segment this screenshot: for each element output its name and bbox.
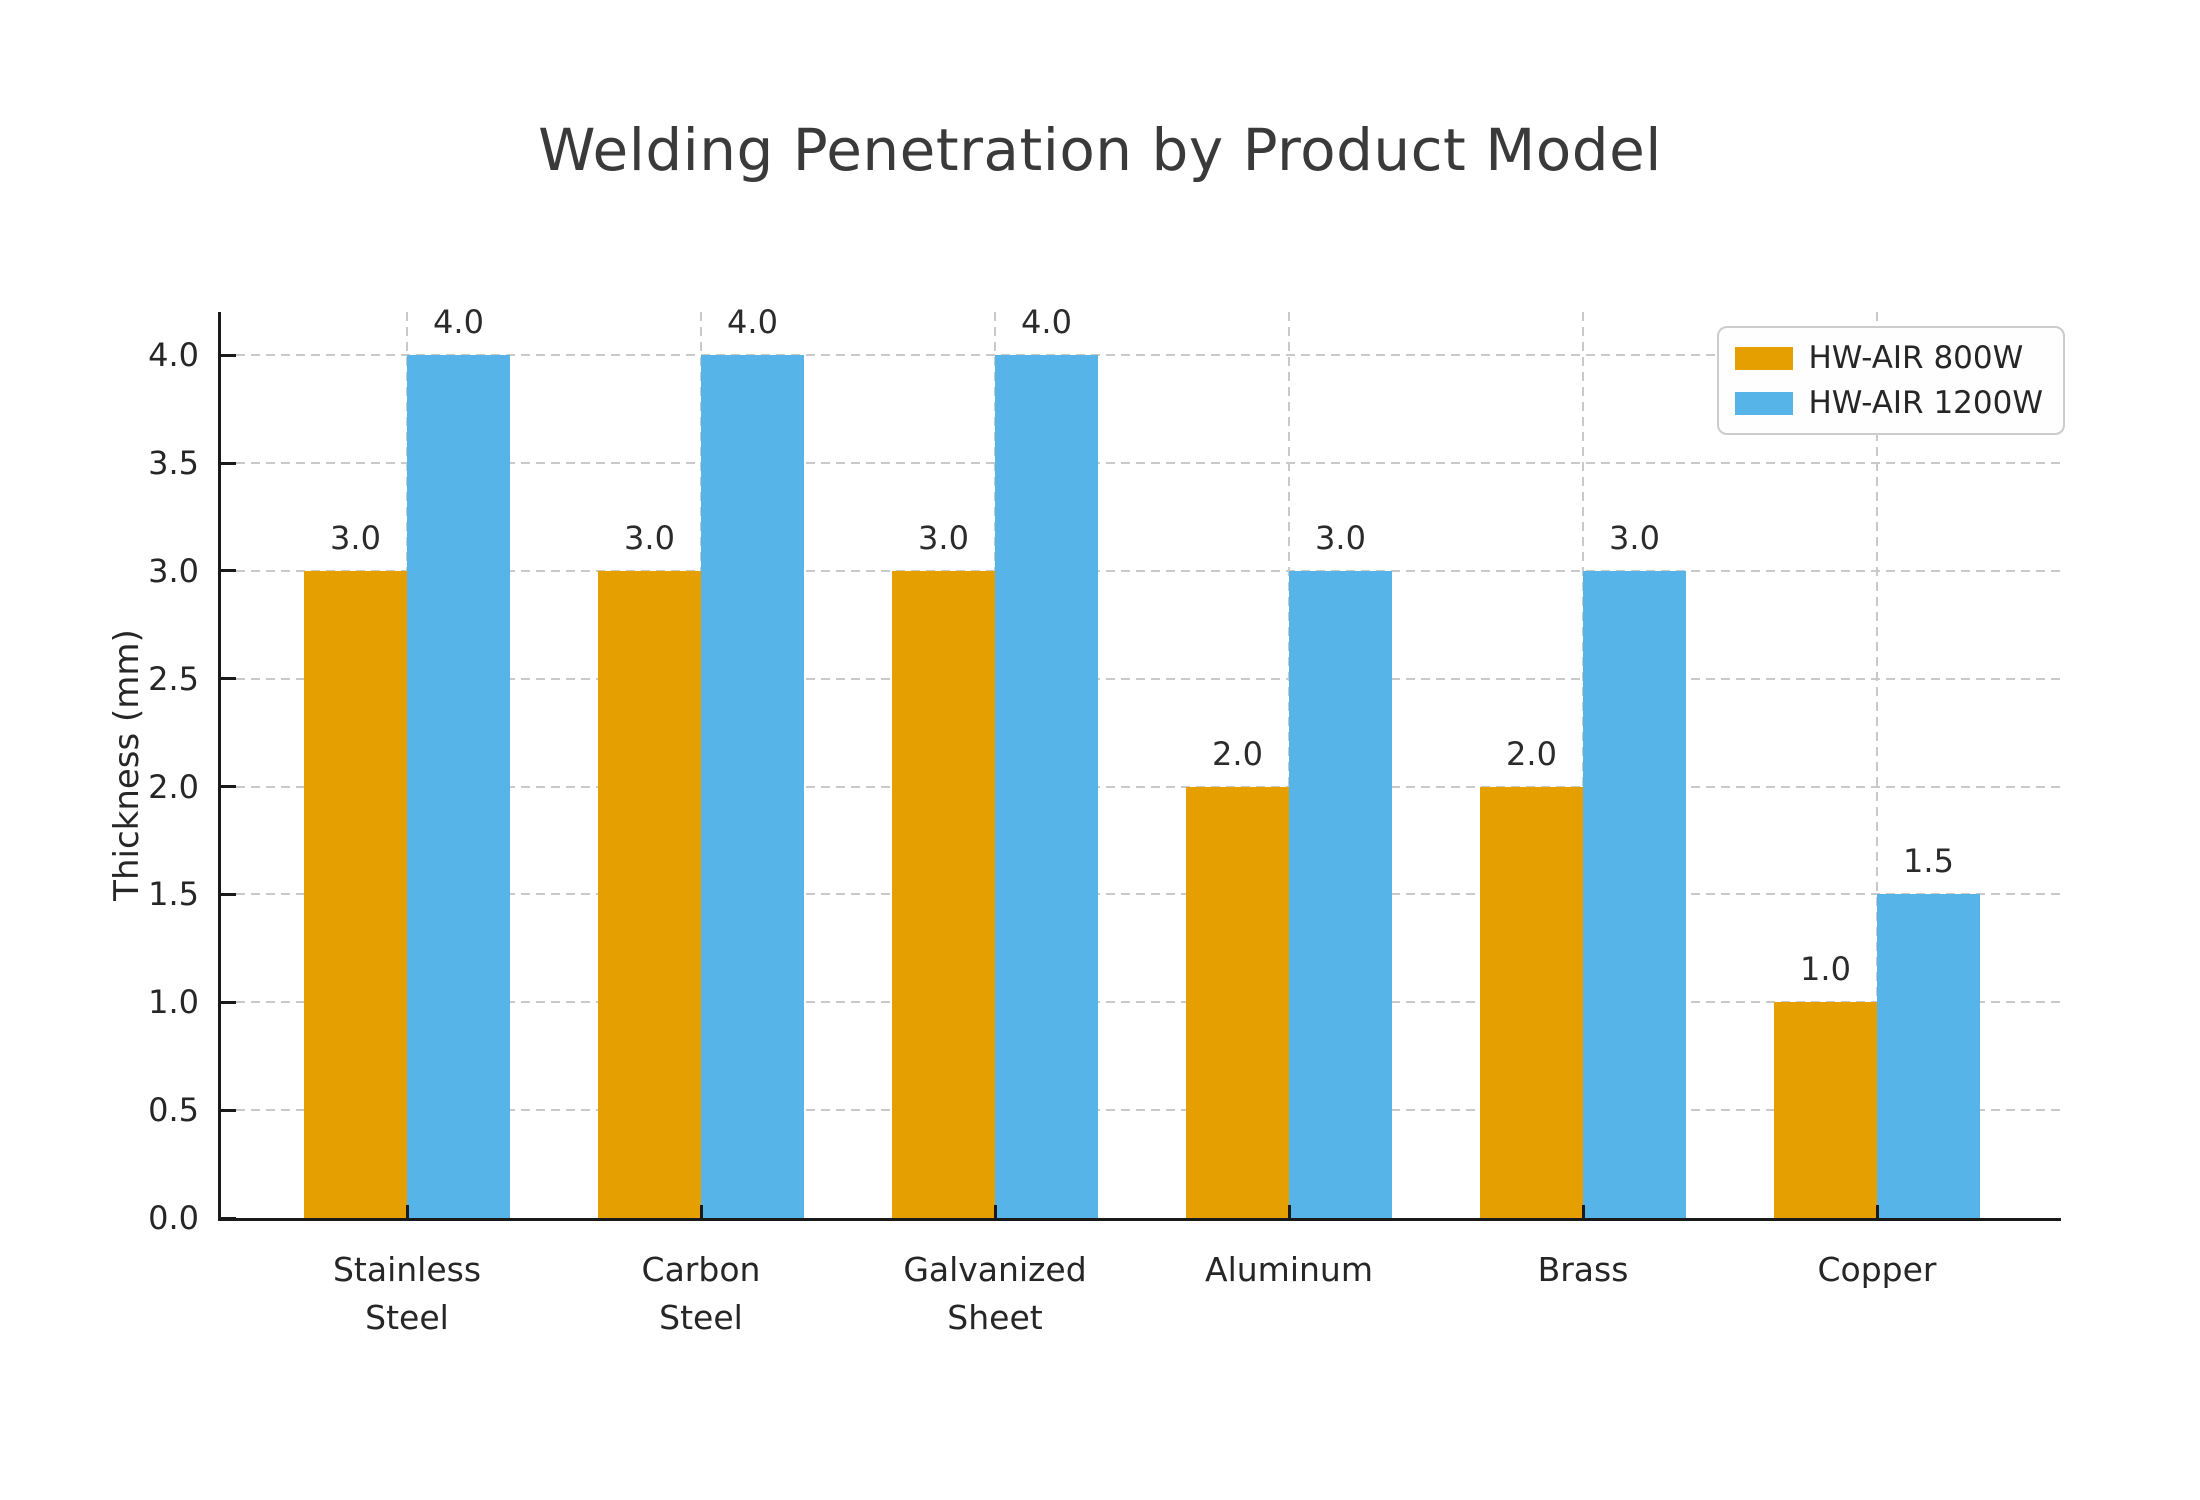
y-tick-label: 1.5 — [148, 875, 199, 914]
bar-value-label-hw-air-1200w-aluminum: 3.0 — [1315, 518, 1366, 557]
x-tick-mark — [699, 1205, 703, 1218]
y-tick-label: 3.5 — [148, 444, 199, 482]
y-tick-label: 1.0 — [148, 983, 199, 1022]
bar-value-label-hw-air-1200w-stainless-steel: 4.0 — [433, 303, 484, 342]
legend-label-800w: HW-AIR 800W — [1808, 340, 2024, 376]
y-tick-mark — [221, 353, 236, 357]
gridline-horizontal — [221, 569, 2061, 572]
bar-value-label-hw-air-1200w-copper: 1.5 — [1903, 842, 1954, 881]
bar-value-label-hw-air-1200w-galvanized-sheet: 4.0 — [1021, 303, 1072, 342]
bar-value-label-hw-air-800w-stainless-steel: 3.0 — [330, 518, 381, 557]
legend-item-800w: HW-AIR 800W — [1734, 340, 2044, 376]
legend: HW-AIR 800W HW-AIR 1200W — [1716, 326, 2065, 435]
bar-hw-air-1200w-carbon-steel — [701, 355, 804, 1218]
y-tick-mark — [221, 892, 236, 896]
x-category-label-aluminum: Aluminum — [1205, 1250, 1373, 1289]
y-tick-mark — [221, 569, 236, 573]
x-category-label-brass: Brass — [1537, 1250, 1629, 1289]
y-tick-label: 0.5 — [148, 1091, 199, 1130]
x-tick-mark — [1581, 1205, 1585, 1218]
y-tick-label: 4.0 — [148, 336, 199, 375]
bar-hw-air-1200w-brass — [1583, 570, 1686, 1218]
gridline-horizontal — [221, 462, 2061, 464]
bar-hw-air-1200w-galvanized-sheet — [995, 355, 1098, 1218]
bar-hw-air-800w-copper — [1774, 1002, 1877, 1218]
bar-value-label-hw-air-1200w-carbon-steel: 4.0 — [727, 303, 778, 342]
bar-hw-air-800w-stainless-steel — [304, 570, 407, 1218]
gridline-horizontal — [221, 893, 2061, 896]
y-tick-label: 2.5 — [148, 659, 199, 698]
gridline-horizontal — [221, 1001, 2061, 1004]
chart-title: Welding Penetration by Product Model — [538, 116, 1662, 184]
y-tick-mark — [221, 1108, 236, 1112]
gridline-horizontal — [221, 785, 2061, 788]
bar-value-label-hw-air-800w-aluminum: 2.0 — [1212, 734, 1263, 773]
bar-hw-air-800w-carbon-steel — [598, 570, 701, 1218]
x-category-label-carbon-steel: Carbon Steel — [641, 1250, 761, 1337]
x-tick-mark — [1875, 1205, 1879, 1218]
y-tick-label: 3.0 — [148, 551, 199, 590]
bar-value-label-hw-air-800w-galvanized-sheet: 3.0 — [918, 518, 969, 557]
bar-hw-air-800w-aluminum — [1186, 786, 1289, 1218]
y-tick-label: 0.0 — [148, 1199, 199, 1237]
bar-hw-air-1200w-stainless-steel — [407, 355, 510, 1218]
bar-value-label-hw-air-800w-copper: 1.0 — [1800, 950, 1851, 989]
y-tick-mark — [221, 1000, 236, 1004]
bar-hw-air-1200w-aluminum — [1289, 570, 1392, 1218]
bar-value-label-hw-air-800w-carbon-steel: 3.0 — [624, 518, 675, 557]
gridline-vertical — [1876, 312, 1878, 1218]
gridline-horizontal — [221, 354, 2061, 357]
x-category-label-stainless-steel: Stainless Steel — [332, 1250, 482, 1337]
y-tick-mark — [221, 677, 236, 681]
bar-hw-air-800w-galvanized-sheet — [892, 570, 995, 1218]
bar-value-label-hw-air-1200w-brass: 3.0 — [1609, 518, 1660, 557]
x-category-label-copper: Copper — [1817, 1250, 1937, 1289]
legend-swatch-800w — [1734, 346, 1793, 370]
bar-hw-air-800w-brass — [1480, 786, 1583, 1218]
bar-hw-air-1200w-copper — [1877, 894, 1980, 1218]
plot-area: 0.0 0.5 1.0 1.5 2.0 2.5 3.0 3.5 4.0 Stainless Ste… — [148, 303, 2061, 1337]
gridline-horizontal — [221, 677, 2061, 680]
y-tick-mark — [221, 1216, 236, 1220]
gridline-horizontal — [221, 1109, 2061, 1112]
y-tick-label: 2.0 — [148, 767, 199, 806]
y-tick-mark — [221, 461, 236, 465]
legend-swatch-1200w — [1734, 391, 1793, 415]
y-tick-mark — [221, 785, 236, 789]
x-tick-mark — [405, 1205, 409, 1218]
legend-label-1200w: HW-AIR 1200W — [1808, 385, 2044, 421]
x-category-label-galvanized-sheet: Galvanized Sheet — [903, 1250, 1087, 1337]
legend-item-1200w: HW-AIR 1200W — [1734, 385, 2044, 421]
bar-value-label-hw-air-800w-brass: 2.0 — [1506, 734, 1557, 773]
x-tick-mark — [993, 1205, 997, 1218]
x-tick-mark — [1287, 1205, 1291, 1218]
